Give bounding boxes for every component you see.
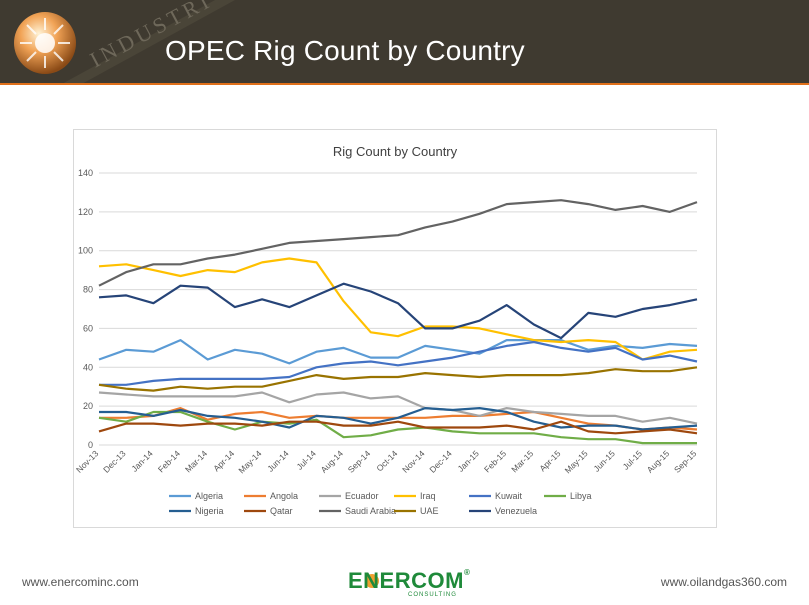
y-tick-label: 0 (88, 440, 93, 450)
header-watermark-band: INDUSTRI (60, 0, 235, 85)
brand-swoosh-icon (365, 574, 379, 588)
brand-subtitle: CONSULTING (408, 592, 457, 598)
legend-item: Angola (244, 491, 298, 501)
slide-title: OPEC Rig Count by Country (165, 35, 525, 66)
legend-label: Algeria (195, 491, 223, 501)
y-tick-label: 60 (83, 323, 93, 333)
y-axis-ticks: 0 20 40 60 80 100 120 140 (78, 168, 93, 450)
series-line-ecuador (98, 391, 698, 425)
x-tick-label: Sep-15 (672, 448, 699, 475)
enercom-logo: ENERCOM® CONSULTING (346, 568, 470, 600)
legend-item: Ecuador (319, 491, 379, 501)
legend-label: Angola (270, 491, 298, 501)
series-line-saudi-arabia (98, 199, 698, 287)
legend-item: Saudi Arabia (319, 506, 396, 516)
x-tick-label: Jul-15 (621, 448, 645, 472)
x-tick-label: Jun-15 (591, 448, 617, 474)
legend-item: Venezuela (469, 506, 537, 516)
series-line-algeria (98, 339, 698, 365)
x-tick-label: Apr-15 (537, 448, 562, 473)
legend-label: Nigeria (195, 506, 224, 516)
legend-item: Libya (544, 491, 592, 501)
x-tick-label: Dec-14 (427, 448, 454, 475)
y-tick-label: 40 (83, 362, 93, 372)
x-tick-label: Jun-14 (265, 448, 291, 474)
y-tick-label: 140 (78, 168, 93, 178)
legend-item: Algeria (169, 491, 223, 501)
footer-left-url[interactable]: www.enercominc.com (22, 575, 139, 589)
x-tick-label: Mar-14 (183, 448, 209, 474)
x-tick-label: Oct-14 (374, 448, 399, 473)
x-tick-label: Mar-15 (509, 448, 535, 474)
x-tick-label: Nov-14 (400, 448, 427, 475)
series-line-nigeria (99, 407, 698, 431)
chart-legend: Algeria Angola Ecuador Iraq Kuwait Libya Niger… (169, 491, 592, 516)
x-tick-label: Feb-15 (482, 448, 508, 474)
x-tick-label: Sep-14 (346, 448, 373, 475)
x-tick-label: Dec-13 (101, 448, 128, 475)
legend-item: Iraq (394, 491, 436, 501)
legend-label: Ecuador (345, 491, 379, 501)
series-line-libya (98, 410, 697, 445)
x-tick-label: May-15 (563, 448, 590, 475)
legend-item: Qatar (244, 506, 293, 516)
brand-name-text: ENERCOM (348, 568, 464, 593)
line-chart: Rig Count by Country 020406080100120140 … (74, 144, 699, 516)
y-tick-label: 120 (78, 207, 93, 217)
chart-title: Rig Count by Country (333, 144, 458, 159)
legend-label: Saudi Arabia (345, 506, 396, 516)
series-line-uae (98, 366, 698, 392)
y-tick-label: 80 (83, 285, 93, 295)
brand-registered-mark: ® (463, 568, 471, 577)
legend-label: Iraq (420, 491, 436, 501)
legend-label: Libya (570, 491, 592, 501)
footer-right-url[interactable]: www.oilandgas360.com (660, 575, 787, 589)
x-tick-label: Jan-14 (129, 448, 155, 474)
header-accent-rule (0, 83, 809, 85)
series-line-kuwait (99, 340, 698, 386)
legend-item: Kuwait (469, 491, 523, 501)
x-tick-label: Apr-14 (211, 448, 236, 473)
y-tick-label: 100 (78, 246, 93, 256)
slide-header: INDUSTRI OPEC Rig Count by Country (0, 0, 809, 85)
series-line-qatar (98, 420, 698, 435)
legend-label: Kuwait (495, 491, 523, 501)
series-line-iraq (98, 257, 698, 361)
legend-item: Nigeria (169, 506, 224, 516)
x-tick-label: May-14 (236, 448, 263, 475)
x-axis-ticks: Nov-13 Dec-13 Jan-14 Feb-14 Mar-14 Apr-14 May-… (74, 448, 699, 475)
x-tick-label: Aug-14 (319, 448, 346, 475)
x-tick-label: Jan-15 (456, 448, 482, 474)
legend-label: Qatar (270, 506, 293, 516)
legend-label: UAE (420, 506, 439, 516)
legend-label: Venezuela (495, 506, 537, 516)
y-tick-label: 20 (83, 401, 93, 411)
legend-item: UAE (394, 506, 439, 516)
x-tick-label: Aug-15 (645, 448, 672, 475)
chart-gridlines (99, 172, 697, 446)
chart-container: Rig Count by Country 0 20 40 60 80 100 120 140 … (73, 129, 717, 528)
x-tick-label: Feb-14 (156, 448, 182, 474)
globe-logo-icon (14, 12, 76, 74)
x-tick-label: Jul-14 (294, 448, 318, 472)
x-tick-label: Nov-13 (74, 448, 101, 475)
chart-series-lines (98, 199, 698, 445)
series-line-venezuela (98, 282, 698, 340)
brand-name: ENERCOM® (348, 568, 470, 594)
